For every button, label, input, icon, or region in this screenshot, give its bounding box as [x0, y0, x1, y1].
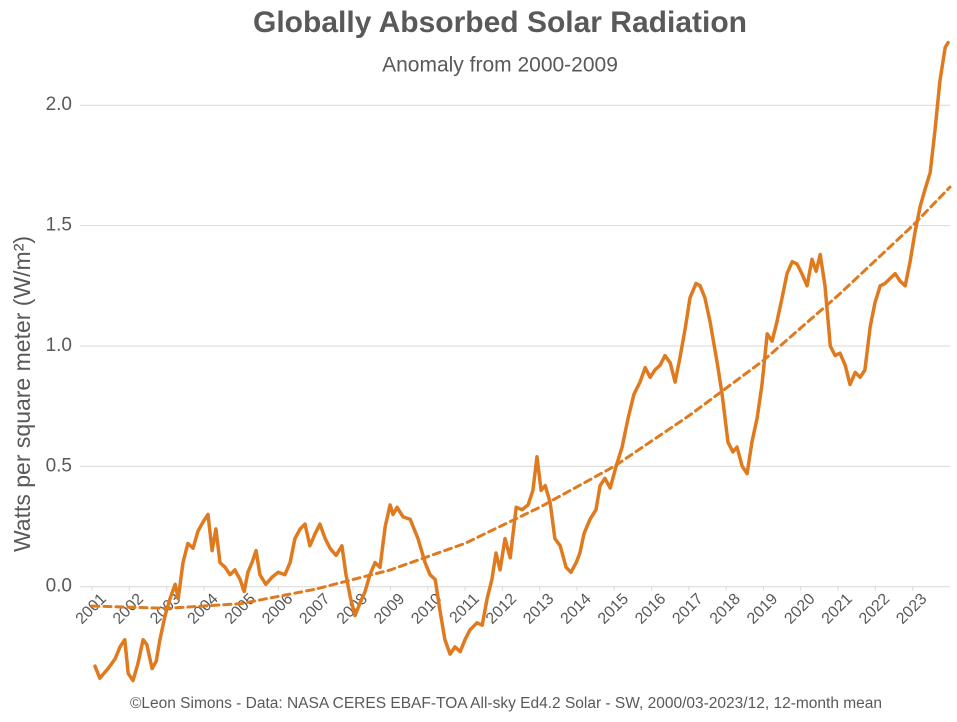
trend-line	[90, 185, 952, 610]
x-tick-label: 2014	[558, 590, 595, 627]
x-tick-label: 2016	[632, 590, 669, 627]
x-tick-label: 2019	[744, 590, 781, 627]
x-tick-label: 2023	[893, 590, 930, 627]
data-line	[93, 40, 950, 683]
x-tick-label: 2018	[707, 590, 744, 627]
y-tick-label: 0.0	[46, 576, 72, 597]
x-tick-label: 2022	[856, 590, 893, 627]
chart-subtitle: Anomaly from 2000-2009	[382, 54, 618, 77]
footer: ©Leon Simons - Data: NASA CERES EBAF-TOA…	[130, 695, 882, 712]
x-tick-label: 2009	[371, 590, 408, 627]
y-tick-label: 1.0	[46, 335, 72, 356]
x-tick-label: 2015	[595, 590, 632, 627]
x-tick-label: 2007	[296, 590, 333, 627]
y-tick-label: 2.0	[46, 94, 72, 115]
x-tick-label: 2005	[222, 590, 259, 627]
x-tick-label: 2017	[669, 590, 706, 627]
x-tick-label: 2001	[73, 590, 110, 627]
x-tick-label: 2020	[781, 590, 818, 627]
y-axis-title: Watts per square meter (W/m²)	[9, 236, 35, 552]
chart-title: Globally Absorbed Solar Radiation	[253, 6, 747, 39]
x-tick-label: 2021	[819, 590, 856, 627]
y-tick-label: 1.5	[46, 215, 72, 236]
x-tick-label: 2013	[520, 590, 557, 627]
y-tick-label: 0.5	[46, 455, 72, 476]
x-tick-label: 2004	[185, 590, 222, 627]
